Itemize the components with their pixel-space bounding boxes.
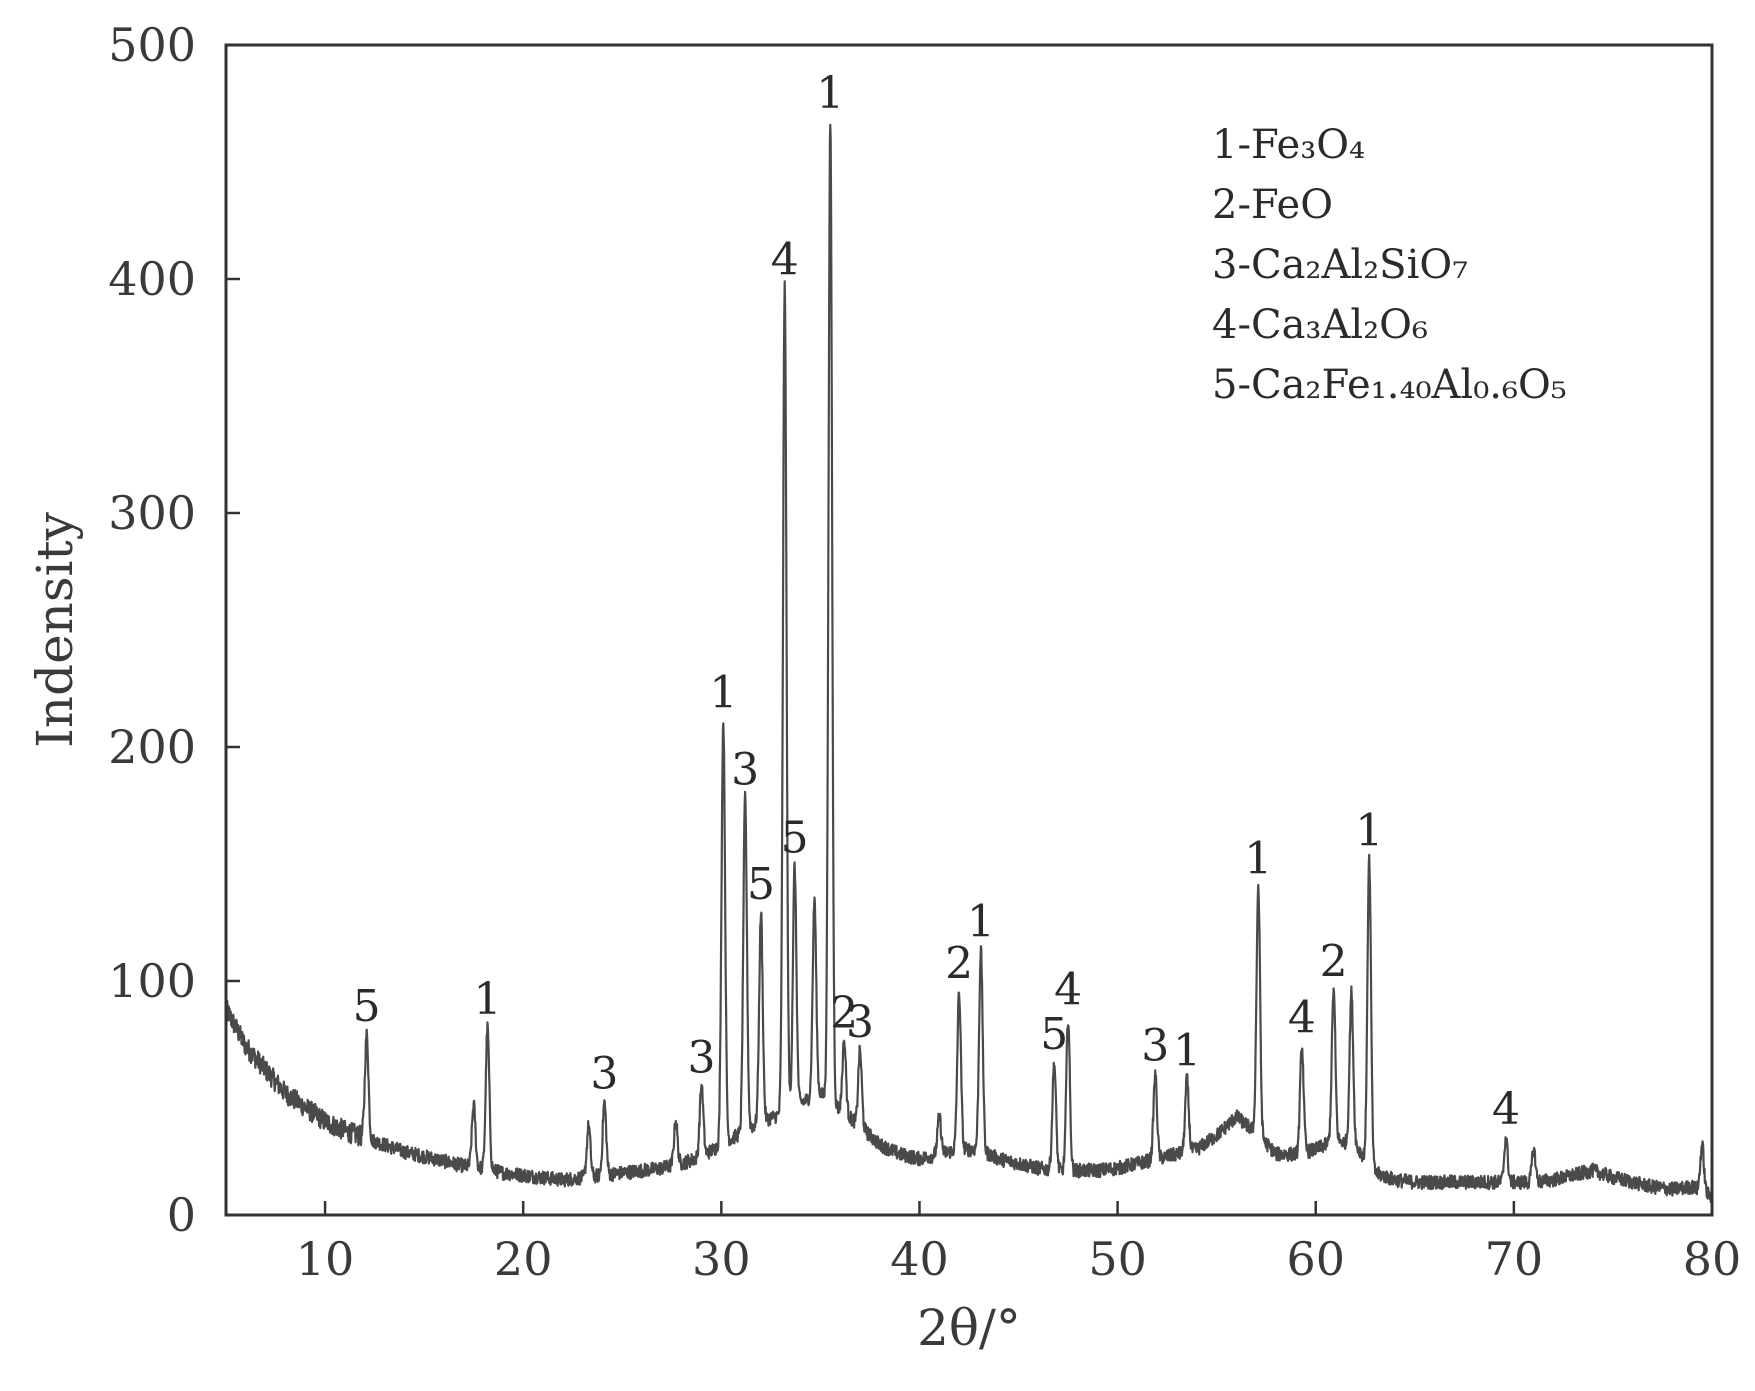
series-line [224, 123, 1714, 1204]
peak-label: 2 [1320, 936, 1348, 987]
peak-label: 4 [771, 234, 799, 285]
x-tick-label: 80 [1683, 1232, 1742, 1286]
x-axis-title: 2θ/° [917, 1299, 1021, 1357]
legend-entry: 5-Ca₂Fe₁.₄₀Al₀.₆O₅ [1212, 362, 1567, 408]
y-tick-label: 100 [108, 954, 196, 1008]
peak-label: 3 [731, 744, 759, 795]
legend-entry: 2-FeO [1212, 182, 1333, 228]
peak-label: 3 [846, 997, 874, 1048]
peak-label: 2 [830, 988, 858, 1039]
x-tick-label: 10 [296, 1232, 355, 1286]
peak-label: 1 [967, 897, 995, 948]
legend-entry: 4-Ca₃Al₂O₆ [1212, 302, 1428, 348]
peak-label: 5 [1040, 1009, 1068, 1060]
legend: 1-Fe₃O₄ 2-FeO 3-Ca₂Al₂SiO₇ 4-Ca₃Al₂O₆ 5-Ca₂F… [1212, 122, 1567, 408]
y-axis: 0 100 200 300 400 500 [108, 18, 240, 1242]
peak-label: 5 [781, 812, 809, 863]
peak-label: 5 [747, 859, 775, 910]
peak-label: 3 [688, 1032, 716, 1083]
peak-label: 3 [1141, 1021, 1169, 1072]
peak-label: 4 [1288, 993, 1316, 1044]
peak-label: 1 [1244, 833, 1272, 884]
legend-entry: 1-Fe₃O₄ [1212, 122, 1365, 168]
plot-frame [224, 43, 1714, 1217]
peak-label: 5 [353, 981, 381, 1032]
y-tick-label: 300 [108, 486, 196, 540]
peak-label: 2 [945, 939, 973, 990]
peak-label: 4 [1492, 1084, 1520, 1135]
y-axis-title: Indensity [26, 511, 84, 747]
plot-area [224, 43, 1714, 1217]
x-tick-label: 60 [1286, 1232, 1345, 1286]
x-axis: 10 20 30 40 50 60 70 80 [296, 1201, 1741, 1286]
legend-entry: 3-Ca₂Al₂SiO₇ [1212, 242, 1468, 288]
y-tick-label: 500 [108, 18, 196, 72]
y-tick-label: 400 [108, 252, 196, 306]
peak-label: 3 [590, 1049, 618, 1100]
x-tick-label: 50 [1088, 1232, 1147, 1286]
peak-label: 4 [1054, 964, 1082, 1015]
peak-label: 1 [709, 667, 737, 718]
x-tick-label: 20 [494, 1232, 553, 1286]
y-tick-label: 200 [108, 720, 196, 774]
peak-label: 1 [474, 974, 502, 1025]
peak-label: 1 [1173, 1025, 1201, 1076]
y-tick-label: 0 [167, 1188, 196, 1242]
peak-label: 1 [816, 68, 844, 119]
x-tick-label: 30 [692, 1232, 751, 1286]
x-tick-label: 70 [1485, 1232, 1544, 1286]
x-tick-label: 40 [890, 1232, 949, 1286]
peak-label: 1 [1355, 805, 1383, 856]
